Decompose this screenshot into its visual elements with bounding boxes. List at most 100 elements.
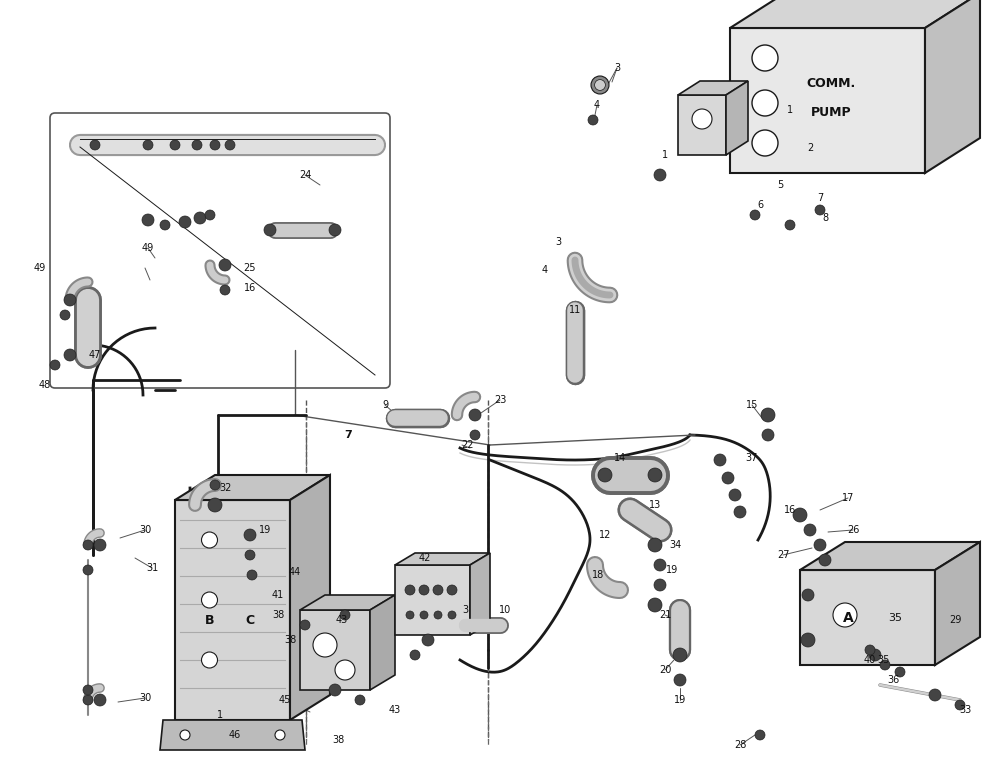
- Circle shape: [83, 695, 93, 705]
- Polygon shape: [935, 542, 980, 665]
- Text: 14: 14: [614, 453, 626, 463]
- Circle shape: [64, 349, 76, 361]
- Text: 12: 12: [599, 530, 611, 540]
- Text: 43: 43: [389, 705, 401, 715]
- Text: 4: 4: [594, 100, 600, 110]
- Circle shape: [170, 140, 180, 150]
- Text: 45: 45: [279, 695, 291, 705]
- Text: 31: 31: [146, 563, 158, 573]
- Circle shape: [447, 585, 457, 595]
- Circle shape: [755, 730, 765, 740]
- Text: 3: 3: [614, 63, 620, 73]
- Circle shape: [335, 660, 355, 680]
- Polygon shape: [730, 28, 925, 173]
- Circle shape: [422, 634, 434, 646]
- Text: 47: 47: [89, 350, 101, 360]
- Polygon shape: [175, 475, 330, 500]
- Text: 1: 1: [662, 150, 668, 160]
- Text: 37: 37: [746, 453, 758, 463]
- Text: 42: 42: [419, 553, 431, 563]
- Circle shape: [692, 109, 712, 129]
- Circle shape: [329, 224, 341, 236]
- Circle shape: [815, 205, 825, 215]
- Text: 2: 2: [807, 143, 813, 153]
- Circle shape: [722, 472, 734, 484]
- Circle shape: [804, 524, 816, 536]
- Circle shape: [142, 214, 154, 226]
- Text: 49: 49: [34, 263, 46, 273]
- Circle shape: [434, 611, 442, 619]
- Polygon shape: [925, 0, 980, 173]
- Circle shape: [60, 310, 70, 320]
- Text: 4: 4: [542, 265, 548, 275]
- Text: 36: 36: [887, 675, 899, 685]
- Polygon shape: [726, 81, 748, 155]
- Text: 34: 34: [669, 540, 681, 550]
- Text: A: A: [843, 611, 853, 625]
- Circle shape: [673, 648, 687, 662]
- Circle shape: [50, 360, 60, 370]
- Circle shape: [793, 508, 807, 522]
- Circle shape: [405, 585, 415, 595]
- Circle shape: [264, 224, 276, 236]
- Circle shape: [313, 633, 337, 657]
- Circle shape: [714, 454, 726, 466]
- Circle shape: [802, 589, 814, 601]
- Circle shape: [955, 700, 965, 710]
- Text: 3: 3: [462, 605, 468, 615]
- Circle shape: [648, 538, 662, 552]
- Text: 10: 10: [499, 605, 511, 615]
- Circle shape: [247, 570, 257, 580]
- Circle shape: [208, 498, 222, 512]
- Text: 26: 26: [847, 525, 859, 535]
- Text: 29: 29: [949, 615, 961, 625]
- Circle shape: [785, 220, 795, 230]
- Text: C: C: [245, 615, 255, 628]
- Polygon shape: [800, 542, 980, 570]
- Text: 49: 49: [142, 243, 154, 253]
- Polygon shape: [800, 570, 935, 665]
- Polygon shape: [290, 475, 330, 720]
- Circle shape: [814, 539, 826, 551]
- Text: COMM.: COMM.: [807, 77, 856, 89]
- Circle shape: [329, 684, 341, 696]
- Text: 30: 30: [139, 693, 151, 703]
- Text: 48: 48: [39, 380, 51, 390]
- Text: 13: 13: [649, 500, 661, 510]
- Text: 11: 11: [569, 305, 581, 315]
- Circle shape: [420, 611, 428, 619]
- Text: 18: 18: [592, 570, 604, 580]
- Circle shape: [591, 76, 609, 94]
- Circle shape: [819, 554, 831, 566]
- Text: 6: 6: [757, 200, 763, 210]
- Circle shape: [64, 294, 76, 306]
- Circle shape: [83, 540, 93, 550]
- Circle shape: [654, 559, 666, 571]
- Circle shape: [654, 579, 666, 591]
- Circle shape: [202, 532, 218, 548]
- Circle shape: [595, 80, 605, 90]
- Circle shape: [750, 210, 760, 220]
- Text: 1: 1: [217, 710, 223, 720]
- Circle shape: [869, 649, 881, 661]
- Circle shape: [202, 652, 218, 668]
- Circle shape: [598, 468, 612, 482]
- Circle shape: [752, 90, 778, 116]
- Circle shape: [761, 408, 775, 422]
- Circle shape: [674, 674, 686, 686]
- Text: 19: 19: [674, 695, 686, 705]
- Circle shape: [94, 694, 106, 706]
- Text: 19: 19: [666, 565, 678, 575]
- Circle shape: [275, 730, 285, 740]
- Polygon shape: [160, 720, 305, 750]
- Circle shape: [801, 633, 815, 647]
- Circle shape: [648, 598, 662, 612]
- Text: 38: 38: [272, 610, 284, 620]
- Circle shape: [470, 430, 480, 440]
- Circle shape: [83, 685, 93, 695]
- Text: 28: 28: [734, 740, 746, 750]
- Polygon shape: [300, 610, 370, 690]
- Text: 7: 7: [344, 430, 352, 440]
- Circle shape: [192, 140, 202, 150]
- Text: 25: 25: [244, 263, 256, 273]
